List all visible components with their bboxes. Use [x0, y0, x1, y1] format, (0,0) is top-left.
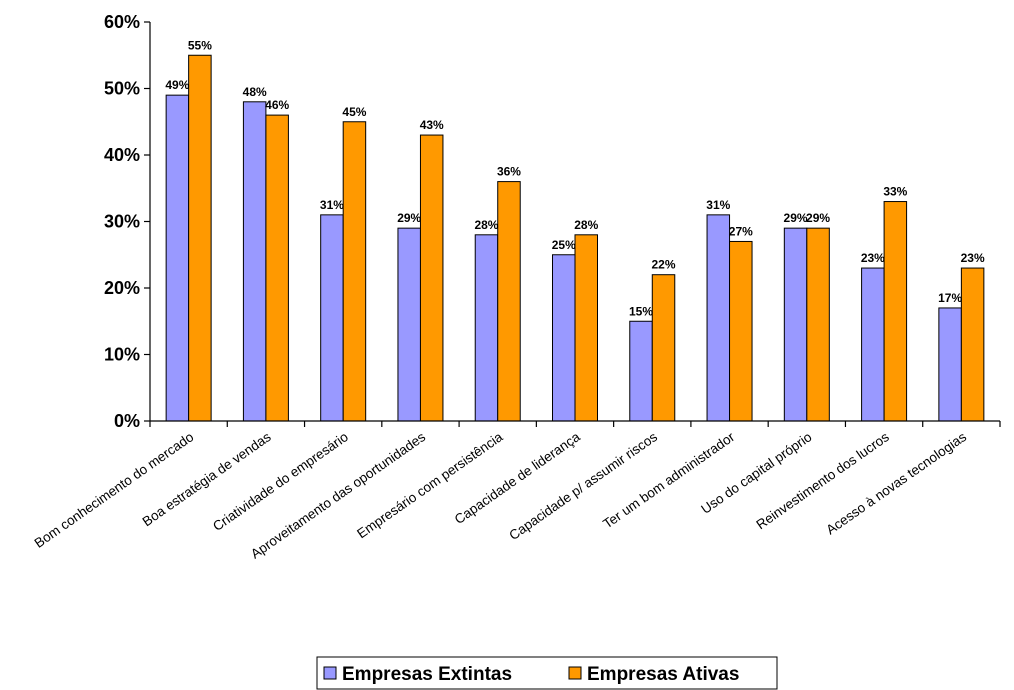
data-label-extintas-3: 29%: [397, 211, 421, 225]
y-tick-label-5: 50%: [104, 79, 140, 99]
data-label-ativas-0: 55%: [188, 38, 212, 52]
legend-swatch-1: [568, 666, 582, 680]
x-category-label-10: Acesso à novas tecnologias: [823, 429, 969, 537]
x-category-label-9: Reinvestimento dos lucros: [754, 429, 892, 532]
y-tick-label-2: 20%: [104, 278, 140, 298]
bar-extintas-10: [938, 307, 962, 422]
data-label-ativas-6: 22%: [652, 258, 676, 272]
x-category-label-5: Capacidade de liderança: [452, 429, 583, 527]
bar-ativas-8: [806, 227, 830, 422]
data-label-extintas-1: 48%: [243, 85, 267, 99]
data-label-ativas-8: 29%: [806, 211, 830, 225]
x-category-label-1: Boa estratégia de vendas: [140, 429, 274, 529]
bar-ativas-5: [574, 234, 598, 422]
bar-ativas-1: [265, 114, 289, 422]
bar-extintas-8: [783, 227, 808, 422]
bars-group: [165, 54, 985, 422]
data-label-ativas-2: 45%: [342, 105, 366, 119]
x-category-label-4: Empresário com persistência: [354, 429, 506, 541]
x-category-label-7: Ter um bom administrador: [600, 429, 737, 532]
bar-extintas-1: [242, 101, 267, 422]
data-label-ativas-5: 28%: [574, 218, 598, 232]
bar-ativas-7: [729, 240, 753, 422]
bar-extintas-0: [165, 94, 190, 422]
y-tick-label-1: 10%: [104, 345, 140, 365]
data-label-ativas-10: 23%: [961, 251, 985, 265]
bar-extintas-6: [629, 320, 653, 422]
legend-label-1: Empresas Ativas: [587, 664, 739, 685]
bar-ativas-2: [342, 121, 367, 422]
data-label-ativas-7: 27%: [729, 224, 753, 238]
data-label-ativas-1: 46%: [265, 98, 289, 112]
data-label-extintas-2: 31%: [320, 198, 344, 212]
data-label-extintas-7: 31%: [706, 198, 730, 212]
bar-extintas-3: [397, 227, 421, 422]
y-tick-label-0: 0%: [114, 411, 140, 431]
x-category-label-0: Bom conhecimento do mercado: [32, 429, 197, 551]
bar-extintas-4: [474, 234, 499, 422]
legend-swatch-0: [323, 666, 337, 680]
bar-extintas-7: [706, 214, 731, 422]
data-label-extintas-9: 23%: [861, 251, 885, 265]
data-label-extintas-10: 17%: [938, 291, 962, 305]
bar-extintas-9: [861, 267, 885, 422]
bar-ativas-3: [419, 134, 444, 422]
bar-extintas-5: [552, 254, 576, 422]
data-label-extintas-0: 49%: [165, 78, 189, 92]
legend-label-0: Empresas Extintas: [342, 664, 512, 685]
bar-ativas-9: [883, 201, 908, 422]
data-label-extintas-6: 15%: [629, 304, 653, 318]
data-label-ativas-9: 33%: [883, 185, 907, 199]
legend-box: [316, 656, 778, 690]
data-label-extintas-4: 28%: [474, 218, 498, 232]
data-label-ativas-3: 43%: [420, 118, 444, 132]
bar-ativas-10: [960, 267, 985, 422]
x-category-label-2: Criatividade do empresário: [210, 429, 351, 534]
y-tick-label-4: 40%: [104, 145, 140, 165]
bar-ativas-4: [497, 181, 521, 422]
data-label-ativas-4: 36%: [497, 165, 521, 179]
y-tick-label-3: 30%: [104, 212, 140, 232]
data-label-extintas-8: 29%: [784, 211, 808, 225]
y-tick-label-6: 60%: [104, 12, 140, 32]
bar-ativas-6: [651, 274, 676, 422]
legend: Empresas Extintas Empresas Ativas: [316, 656, 778, 690]
bar-ativas-0: [188, 54, 212, 422]
x-category-label-6: Capacidade p/ assumir riscos: [506, 429, 660, 543]
axes-group: [144, 21, 1001, 427]
bar-extintas-2: [320, 214, 344, 422]
data-label-extintas-5: 25%: [552, 238, 576, 252]
